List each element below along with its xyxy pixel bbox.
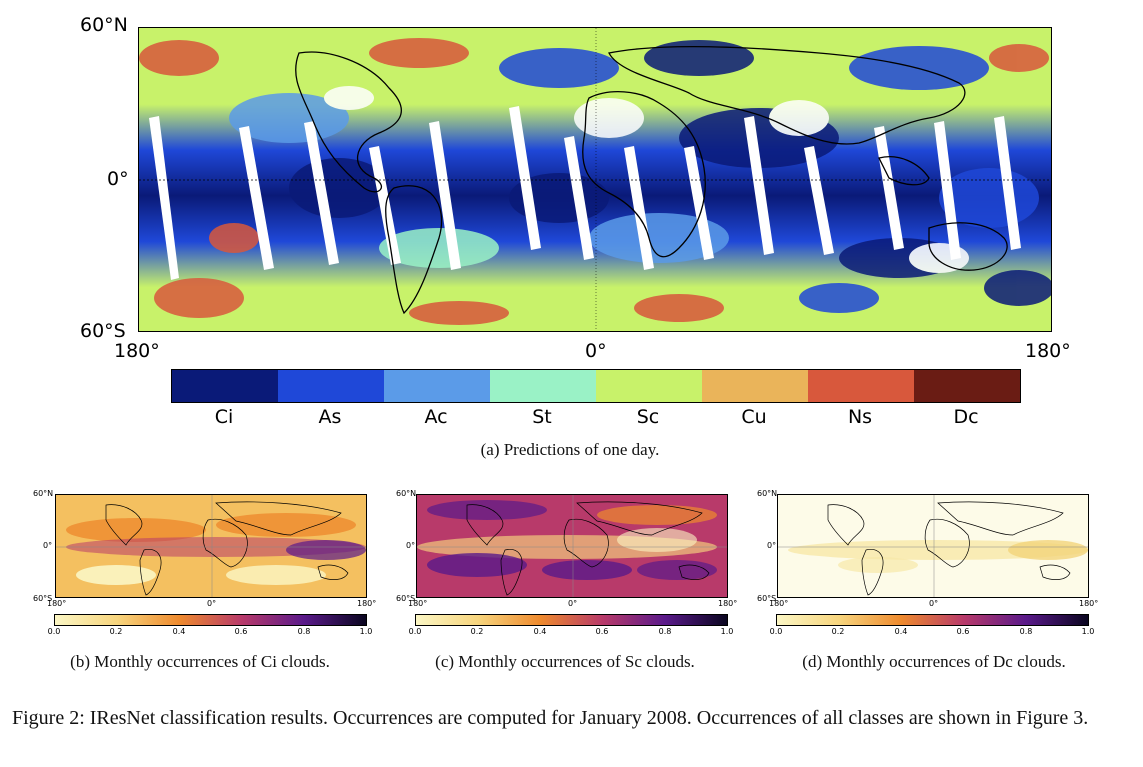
main-map-lat-0: 0° — [107, 168, 129, 190]
map-b-lon-left: 180° — [47, 599, 67, 608]
legend-swatch-ns — [808, 370, 914, 402]
main-map-lon-left: 180° — [114, 340, 160, 362]
legend-swatch-ci — [172, 370, 278, 402]
map-c-svg — [417, 495, 727, 597]
legend-label-ci: Ci — [214, 406, 234, 428]
legend-label-ac: Ac — [424, 406, 448, 428]
map-d-tick: 0.6 — [956, 627, 970, 636]
class-legend — [171, 369, 1021, 403]
legend-swatch-st — [490, 370, 596, 402]
map-c-tick: 0.4 — [533, 627, 547, 636]
map-b-lon-right: 180° — [357, 599, 377, 608]
map-c-lat-0: 0° — [406, 541, 416, 550]
map-c-lon-mid: 0° — [568, 599, 578, 608]
caption-d: (d) Monthly occurrences of Dc clouds. — [802, 652, 1066, 671]
map-b-svg — [56, 495, 366, 597]
map-c-tick: 0.8 — [658, 627, 672, 636]
legend-label-as: As — [318, 406, 342, 428]
map-d-tick: 0.8 — [1019, 627, 1033, 636]
map-d-colorbar — [776, 614, 1089, 626]
map-d-lat-0: 0° — [767, 541, 777, 550]
legend-swatch-dc — [914, 370, 1020, 402]
main-map-svg — [139, 28, 1051, 331]
map-d-tick: 1.0 — [1081, 627, 1095, 636]
map-b-tick: 0.8 — [297, 627, 311, 636]
map-c-colorbar — [415, 614, 728, 626]
legend-label-cu: Cu — [741, 406, 767, 428]
map-c-lon-right: 180° — [718, 599, 738, 608]
main-map-lat-60n: 60°N — [80, 14, 128, 36]
map-b-tick: 0.6 — [234, 627, 248, 636]
map-d-tick: 0.2 — [831, 627, 845, 636]
map-d-lat-60s: 60°S — [757, 594, 777, 603]
main-map-lon-right: 180° — [1025, 340, 1071, 362]
map-b-lat-60n: 60°N — [33, 489, 54, 498]
legend-label-dc: Dc — [953, 406, 979, 428]
map-dc-occurrence — [777, 494, 1089, 598]
map-d-lon-mid: 0° — [929, 599, 939, 608]
map-d-tick: 0.0 — [769, 627, 783, 636]
main-map-lat-60s: 60°S — [80, 320, 126, 342]
legend-swatch-as — [278, 370, 384, 402]
legend-swatch-ac — [384, 370, 490, 402]
map-b-tick: 1.0 — [359, 627, 373, 636]
map-c-lon-left: 180° — [408, 599, 428, 608]
map-b-lat-60s: 60°S — [33, 594, 53, 603]
main-map-lon-mid: 0° — [585, 340, 607, 362]
legend-label-sc: Sc — [636, 406, 660, 428]
map-b-tick: 0.0 — [47, 627, 61, 636]
legend-label-ns: Ns — [847, 406, 873, 428]
caption-a: (a) Predictions of one day. — [480, 440, 660, 459]
map-c-lat-60s: 60°S — [396, 594, 416, 603]
map-sc-occurrence — [416, 494, 728, 598]
map-c-tick: 1.0 — [720, 627, 734, 636]
legend-swatch-cu — [702, 370, 808, 402]
legend-swatch-sc — [596, 370, 702, 402]
map-ci-occurrence — [55, 494, 367, 598]
map-b-colorbar — [54, 614, 367, 626]
legend-label-st: St — [532, 406, 552, 428]
main-prediction-map — [138, 27, 1052, 332]
caption-b: (b) Monthly occurrences of Ci clouds. — [70, 652, 330, 671]
map-d-tick: 0.4 — [894, 627, 908, 636]
map-c-tick: 0.6 — [595, 627, 609, 636]
map-b-lat-0: 0° — [43, 541, 53, 550]
map-b-tick: 0.2 — [109, 627, 123, 636]
map-b-lon-mid: 0° — [207, 599, 217, 608]
map-d-lat-60n: 60°N — [757, 489, 778, 498]
caption-c: (c) Monthly occurrences of Sc clouds. — [435, 652, 695, 671]
map-d-lon-left: 180° — [769, 599, 789, 608]
map-b-tick: 0.4 — [172, 627, 186, 636]
map-d-svg — [778, 495, 1088, 597]
map-d-lon-right: 180° — [1079, 599, 1099, 608]
map-c-tick: 0.2 — [470, 627, 484, 636]
map-c-lat-60n: 60°N — [396, 489, 417, 498]
figure-caption: Figure 2: IResNet classification results… — [12, 707, 1089, 729]
map-c-tick: 0.0 — [408, 627, 422, 636]
